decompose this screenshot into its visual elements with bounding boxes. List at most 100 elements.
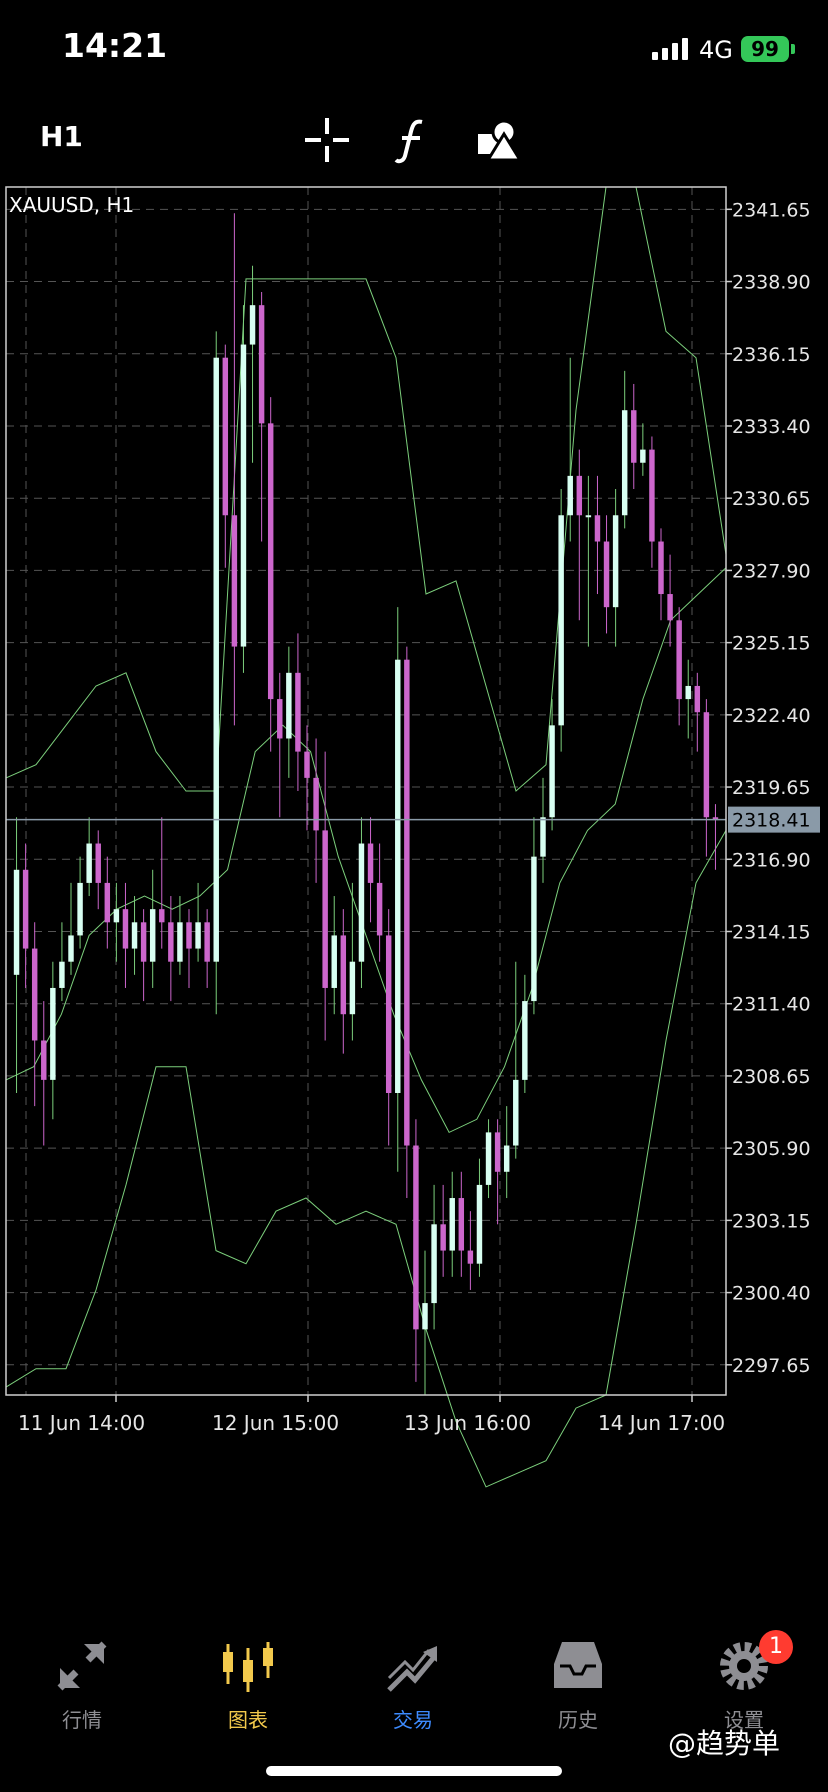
time-label: 11 Jun 14:00 <box>18 1411 145 1435</box>
nav-quotes[interactable]: 行情 <box>27 1638 137 1733</box>
candle-body <box>558 515 564 726</box>
candle-body <box>159 909 165 923</box>
current-price-label: 2318.41 <box>732 810 811 832</box>
candle-body <box>431 1224 437 1304</box>
candle-body <box>449 1198 455 1251</box>
candle-body <box>149 909 156 962</box>
candle-body <box>540 817 546 857</box>
candle-body <box>340 935 347 1015</box>
chart-frame <box>5 186 727 1396</box>
nav-history-label: 历史 <box>558 1708 598 1732</box>
chart-candles-icon <box>223 1642 273 1692</box>
candle-body <box>95 843 101 883</box>
crosshair-icon[interactable] <box>303 116 351 164</box>
indicators-function-icon[interactable] <box>388 116 436 164</box>
candle-body <box>594 515 601 542</box>
price-tick-label: 2319.65 <box>732 777 811 799</box>
candle-body <box>140 922 147 962</box>
candle-body <box>404 659 410 1146</box>
candle-body <box>640 449 646 463</box>
time-label: 12 Jun 15:00 <box>212 1411 339 1435</box>
candle-body <box>195 922 201 949</box>
candle-body <box>295 672 301 752</box>
settings-gear-icon <box>720 1642 768 1690</box>
price-tick-label: 2308.65 <box>732 1066 811 1088</box>
candle-body <box>122 909 129 949</box>
nav-settings[interactable]: 设置 <box>689 1638 799 1733</box>
nav-history[interactable]: 历史 <box>523 1638 633 1733</box>
timeframe-button[interactable]: H1 <box>40 120 83 153</box>
chart-symbol-label: XAUUSD, H1 <box>9 193 134 217</box>
candle-body <box>59 961 65 988</box>
price-tick-label: 2330.65 <box>732 488 811 510</box>
candle-body <box>131 922 138 949</box>
candle-body <box>685 685 691 700</box>
price-tick-label: 2314.15 <box>732 921 811 943</box>
candle-body <box>631 410 637 463</box>
cellular-signal-icon <box>652 38 688 60</box>
candle-body <box>367 843 374 883</box>
nav-trade[interactable]: 交易 <box>358 1638 468 1733</box>
candle-body <box>277 699 283 739</box>
candle-body <box>213 357 219 962</box>
candle-body <box>395 659 401 1093</box>
candle-body <box>240 344 247 647</box>
candle-body <box>376 882 383 936</box>
nav-trade-label: 交易 <box>393 1708 433 1732</box>
candle-body <box>186 922 192 949</box>
quotes-arrows-icon <box>57 1641 107 1691</box>
price-tick-label: 2338.90 <box>732 272 811 294</box>
candle-body <box>231 515 238 647</box>
price-tick-label: 2341.65 <box>732 199 811 221</box>
candle-body <box>485 1132 492 1185</box>
candle-body <box>494 1132 501 1172</box>
objects-shapes-icon[interactable] <box>474 116 522 164</box>
candle-body <box>549 725 555 818</box>
candle-body <box>694 685 701 713</box>
candle-body <box>458 1198 465 1251</box>
band-upper <box>5 186 727 792</box>
battery-level: 99 <box>741 36 789 62</box>
price-tick-label: 2311.40 <box>732 994 811 1016</box>
candle-body <box>667 594 673 621</box>
candle-body <box>513 1079 519 1146</box>
candle-body <box>522 1001 528 1080</box>
price-tick-label: 2322.40 <box>732 705 811 727</box>
price-tick-label: 2297.65 <box>732 1355 811 1377</box>
candle-body <box>467 1250 474 1264</box>
price-tick-label: 2327.90 <box>732 560 811 582</box>
candle-body <box>567 475 573 516</box>
candle-body <box>77 882 83 936</box>
home-indicator <box>266 1766 562 1776</box>
price-axis: 2341.65 2338.90 2336.15 2333.40 2330.65 2327.… <box>726 199 811 1377</box>
candle-body <box>258 305 265 424</box>
time-axis: 11 Jun 14:00 12 Jun 15:00 13 Jun 16:00 14 J… <box>18 1395 725 1435</box>
time-label: 14 Jun 17:00 <box>598 1411 725 1435</box>
network-type: 4G <box>699 36 733 64</box>
candle-body <box>41 1040 47 1080</box>
candle-body <box>422 1303 428 1330</box>
candle-body <box>503 1145 510 1172</box>
time-label: 13 Jun 16:00 <box>404 1411 531 1435</box>
history-tray-icon <box>554 1642 602 1688</box>
candle-body <box>531 856 537 1002</box>
candle-body <box>585 515 592 518</box>
candle-body <box>267 423 274 700</box>
price-tick-label: 2305.90 <box>732 1138 811 1160</box>
battery-tip <box>791 44 795 54</box>
price-tick-label: 2300.40 <box>732 1283 811 1305</box>
status-bar: 14:21 4G 99 <box>0 0 828 100</box>
candle-body <box>177 922 183 962</box>
settings-notification-badge: 1 <box>759 1630 793 1664</box>
candle-body <box>331 935 337 988</box>
price-chart[interactable]: XAUUSD, H1 2341.652338.902336.152333.402… <box>0 184 828 1622</box>
candle-body <box>104 882 111 923</box>
chart-grid <box>6 187 726 1395</box>
candle-body <box>603 541 610 608</box>
candle-body <box>249 305 256 345</box>
price-tick-label: 2325.15 <box>732 633 811 655</box>
nav-chart[interactable]: 图表 <box>193 1638 303 1733</box>
candle-body <box>50 987 56 1080</box>
candle-body <box>313 777 319 831</box>
candle-body <box>113 909 120 923</box>
